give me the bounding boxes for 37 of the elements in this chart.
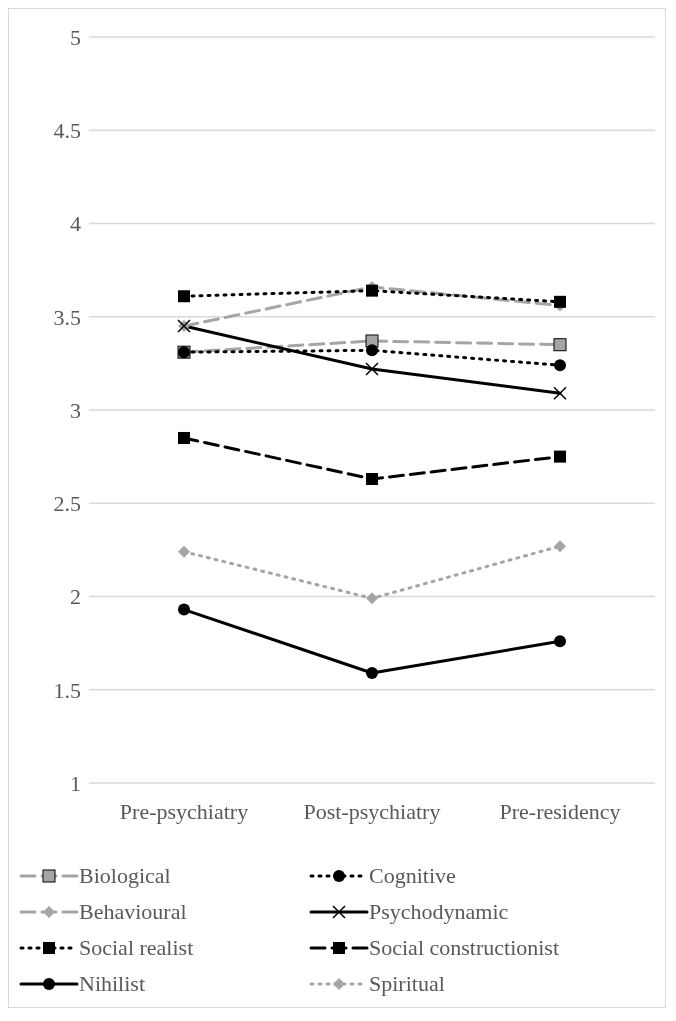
point (554, 295, 566, 308)
legend-label: Spiritual (369, 971, 445, 997)
point (554, 359, 566, 372)
legend-label: Cognitive (369, 863, 456, 889)
y-tick-label: 5 (70, 24, 81, 50)
legend-label: Psychodynamic (369, 899, 509, 925)
y-tick-label: 1 (70, 770, 81, 796)
point (553, 386, 567, 400)
y-tick-label: 3.5 (53, 304, 81, 330)
point (178, 603, 190, 616)
point (554, 635, 566, 648)
y-tick-label: 1.5 (53, 677, 81, 703)
point (366, 592, 378, 605)
legend-label: Nihilist (79, 971, 146, 997)
point (178, 545, 190, 558)
point (178, 431, 190, 444)
y-tick-label: 3 (70, 397, 81, 423)
point (366, 473, 378, 486)
point (178, 290, 190, 303)
point (366, 284, 378, 297)
point (365, 362, 379, 376)
y-tick-label: 4.5 (53, 118, 81, 144)
x-tick-label: Post-psychiatry (303, 798, 441, 824)
legend-label: Social constructionist (369, 935, 560, 961)
y-tick-label: 2 (70, 584, 81, 610)
y-tick-label: 2.5 (53, 491, 81, 517)
point (553, 338, 567, 352)
legend-label: Biological (79, 863, 171, 889)
point (366, 344, 378, 357)
legend-label: Social realist (79, 935, 194, 961)
point (366, 666, 378, 679)
legend-label: Behavioural (79, 899, 187, 925)
point (554, 450, 566, 463)
point (554, 540, 566, 553)
x-tick-label: Pre-psychiatry (119, 798, 249, 824)
y-tick-label: 4 (70, 211, 81, 237)
x-tick-label: Pre-residency (499, 798, 621, 824)
